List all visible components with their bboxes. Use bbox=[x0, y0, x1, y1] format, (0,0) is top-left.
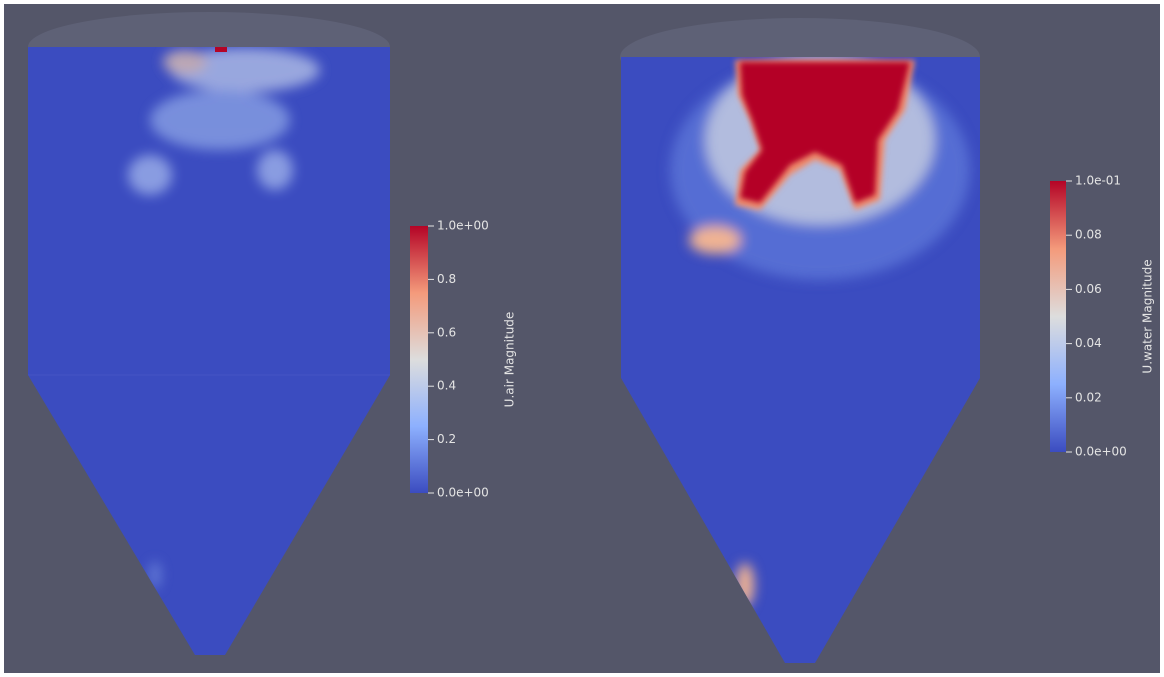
colorbar-title: U.air Magnitude bbox=[503, 312, 517, 408]
colorbar-tick-label: 0.0e+00 bbox=[1075, 445, 1127, 459]
colorbar-tick-label: 0.08 bbox=[1075, 228, 1102, 242]
colorbar-tick-label: 0.04 bbox=[1075, 336, 1102, 350]
colorbar-tick-label: 0.4 bbox=[437, 379, 456, 393]
colorbar-title: U.water Magnitude bbox=[1141, 259, 1155, 373]
colorbar-tick-label: 0.2 bbox=[437, 432, 456, 446]
colorbar-tick-label: 0.06 bbox=[1075, 282, 1102, 296]
colorbar-tick-label: 0.6 bbox=[437, 325, 456, 339]
colorbar-tick-label: 1.0e+00 bbox=[437, 219, 489, 233]
colorbar-tick-label: 0.8 bbox=[437, 272, 456, 286]
colorbar-tick-label: 0.02 bbox=[1075, 390, 1102, 404]
colorbar bbox=[1050, 181, 1066, 452]
colorbar-tick-label: 0.0e+00 bbox=[437, 486, 489, 500]
render-view: 1.0e+00 0.8 0.6 0.4 0.2 0.0e+00 U.air Magnitud… bbox=[0, 0, 1164, 677]
colorbar bbox=[410, 226, 428, 493]
colorbar-tick-label: 1.0e-01 bbox=[1075, 174, 1121, 188]
page: 1.0e+00 0.8 0.6 0.4 0.2 0.0e+00 U.air Magnitud… bbox=[0, 0, 1164, 677]
